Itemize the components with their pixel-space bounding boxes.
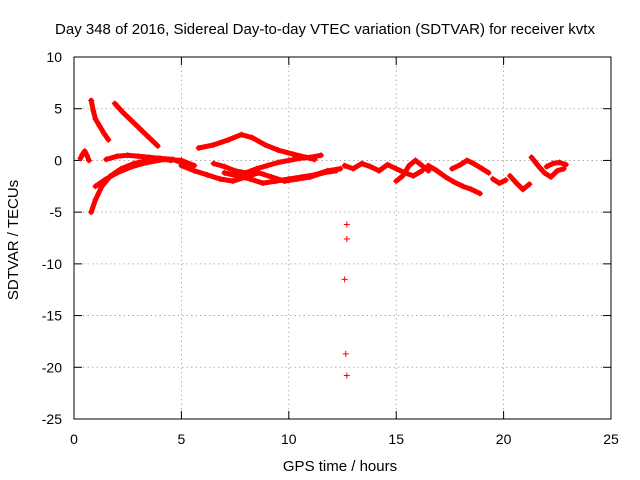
y-tick-label: -15 (42, 308, 62, 324)
series-arc-early-cluster (77, 148, 93, 164)
chart-title: Day 348 of 2016, Sidereal Day-to-day VTE… (55, 21, 595, 38)
data-point-trail (529, 154, 567, 180)
data-point (343, 372, 350, 379)
grid-lines (74, 57, 611, 419)
series-arc-22-23 (543, 159, 569, 170)
data-point-trail (425, 163, 483, 196)
data-point-trail (342, 161, 425, 179)
series-arc-21-23 (528, 154, 567, 180)
series-arc-18-19-upper (449, 157, 492, 176)
y-tick-label: -25 (42, 411, 62, 427)
y-tick-label: -5 (50, 204, 63, 220)
y-tick-label: -20 (42, 359, 62, 375)
series-arc-crossing (210, 152, 325, 176)
series-arc-descending-2 (111, 100, 161, 149)
series-arc-15-16-wiggle (393, 157, 432, 185)
series-arc-mid-hump (103, 152, 174, 164)
y-tick-label: 10 (46, 49, 62, 65)
data-point-trail (507, 173, 532, 192)
data-point-trail (103, 152, 174, 163)
data-point-trail (449, 157, 492, 176)
plot-frame (73, 56, 612, 420)
data-point-trail (544, 160, 569, 170)
x-tick-label: 10 (281, 431, 297, 447)
data-point-trail (196, 132, 318, 162)
series-arc-low-band-2 (221, 165, 344, 187)
y-tick-label: 0 (54, 152, 62, 168)
x-tick-label: 15 (388, 431, 404, 447)
data-point-trail (112, 101, 161, 149)
series-arc-descending-1 (88, 97, 112, 143)
x-axis-ticks: 0 5 10 15 20 25 (70, 57, 619, 447)
series-arc-rising-2 (92, 156, 198, 190)
data-point-trail (490, 176, 509, 186)
data-point (342, 350, 349, 357)
x-tick-label: 20 (496, 431, 512, 447)
x-axis-label: GPS time / hours (283, 458, 397, 475)
data-point-trail (93, 156, 197, 189)
data-point (341, 276, 348, 283)
data-point-trail (77, 148, 92, 163)
data-point-trail (88, 97, 111, 143)
series-arc-20-21 (507, 172, 533, 193)
y-axis-label: SDTVAR / TECUs (5, 180, 22, 300)
data-point (343, 221, 350, 228)
y-tick-label: -10 (42, 256, 62, 272)
data-points (77, 97, 569, 379)
y-tick-label: 5 (54, 101, 62, 117)
series-arc-16-19 (425, 162, 483, 197)
data-point-trail (221, 166, 343, 186)
x-tick-label: 25 (603, 431, 619, 447)
data-point-trail (211, 152, 324, 176)
series-outliers-12.7h (341, 221, 350, 379)
x-tick-label: 0 (70, 431, 78, 447)
x-tick-label: 5 (178, 431, 186, 447)
y-axis-ticks: 10 5 0 -5 -10 -15 -20 -25 (42, 49, 611, 427)
series-arc-19-20 (489, 176, 509, 187)
data-point-trail (393, 157, 431, 184)
data-point (343, 236, 350, 243)
